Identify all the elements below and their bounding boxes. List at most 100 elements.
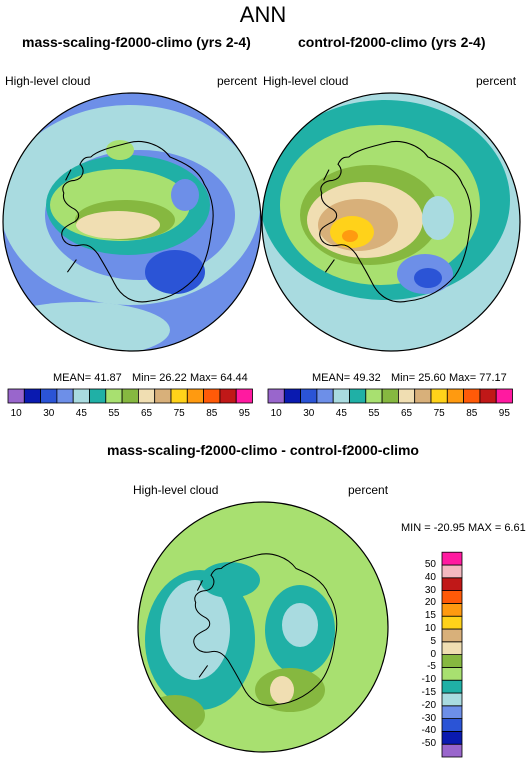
panel-2-colorbar bbox=[267, 388, 513, 404]
diff-colorbar-swatch bbox=[441, 564, 463, 579]
panel-1-colorbar-tick-label: 65 bbox=[140, 408, 153, 419]
diff-colorbar-swatch bbox=[441, 731, 463, 745]
panel-1-colorbar-swatch bbox=[40, 388, 58, 404]
diff-map bbox=[137, 501, 389, 753]
panel-2-min: Min= 25.60 bbox=[391, 372, 446, 384]
panel-1-variable-label: High-level cloud bbox=[5, 74, 91, 88]
panel-2-colorbar-swatch bbox=[463, 388, 481, 404]
diff-colorbar-swatch bbox=[441, 705, 463, 719]
diff-colorbar-tick-label: -10 bbox=[421, 674, 436, 686]
panel-1-map-border bbox=[2, 92, 262, 352]
diff-colorbar-tick-label: -5 bbox=[427, 661, 436, 673]
panel-1-max: Max= 64.44 bbox=[190, 372, 248, 384]
diff-title: mass-scaling-f2000-climo - control-f2000… bbox=[107, 442, 419, 458]
panel-2-colorbar-swatch bbox=[414, 388, 432, 404]
diff-colorbar-swatch bbox=[441, 654, 463, 668]
diff-colorbar-swatch bbox=[441, 603, 463, 617]
panel-1-colorbar-swatch bbox=[170, 388, 188, 404]
panel-2-colorbar-swatch bbox=[316, 388, 334, 404]
panel-2-colorbar-swatch bbox=[300, 388, 318, 404]
panel-1-colorbar-swatch bbox=[235, 388, 253, 404]
diff-map-border bbox=[137, 501, 389, 753]
panel-2-colorbar-tick-label: 65 bbox=[400, 408, 413, 419]
panel-2-colorbar-swatch bbox=[446, 388, 464, 404]
panel-2-colorbar-swatch bbox=[397, 388, 416, 404]
diff-units-label: percent bbox=[348, 483, 389, 497]
panel-1-colorbar-tick-label: 10 bbox=[10, 408, 22, 419]
panel-1-colorbar-swatch bbox=[72, 388, 90, 404]
panel-2-units-label: percent bbox=[476, 74, 517, 88]
panel-2-colorbar-swatch bbox=[332, 388, 350, 404]
diff-colorbar-swatch bbox=[441, 692, 463, 707]
panel-2-colorbar-swatch bbox=[267, 388, 285, 404]
panel-1-colorbar-swatch bbox=[219, 388, 237, 404]
panel-2-colorbar-tick-label: 10 bbox=[270, 408, 282, 419]
diff-colorbar-tick-label: -15 bbox=[421, 687, 436, 698]
diff-minmax: MIN = -20.95 MAX = 6.61 bbox=[401, 522, 526, 534]
panel-1-colorbar-swatch bbox=[105, 388, 123, 404]
panel-1-colorbar-swatch bbox=[23, 388, 41, 404]
panel-2-colorbar-tick-label: 30 bbox=[303, 408, 315, 419]
panel-1-mean: MEAN= 41.87 bbox=[53, 372, 122, 384]
panel-1-colorbar-tick-label: 55 bbox=[108, 408, 120, 419]
panel-2-colorbar-tick-label: 95 bbox=[498, 408, 510, 419]
diff-colorbar-tick-label: -40 bbox=[421, 725, 436, 737]
panel-1-field-65 bbox=[76, 211, 160, 239]
panel-1-colorbar-swatch bbox=[121, 388, 139, 404]
panel-1-min: Min= 26.22 bbox=[132, 372, 187, 384]
diff-colorbar-swatch bbox=[441, 577, 463, 591]
diff-colorbar-tick-label: 0 bbox=[430, 648, 436, 660]
panel-2-colorbar-tick-label: 85 bbox=[466, 408, 478, 419]
panel-2-colorbar-swatch bbox=[381, 388, 399, 404]
diff-colorbar-tick-label: -30 bbox=[421, 712, 436, 724]
panel-2-colorbar-swatch bbox=[479, 388, 497, 404]
diff-colorbar-tick-label: -20 bbox=[421, 699, 436, 711]
diff-colorbar-tick-label: -50 bbox=[421, 738, 436, 750]
diff-colorbar-tick-label: 30 bbox=[424, 584, 436, 596]
diff-colorbar-tick-label: 5 bbox=[430, 635, 436, 647]
panel-2-colorbar-swatch bbox=[430, 388, 448, 404]
diff-colorbar-swatch bbox=[441, 718, 463, 732]
main-title: ANN bbox=[239, 2, 287, 27]
diff-colorbar-swatch bbox=[441, 615, 463, 630]
panel-1-colorbar-tick-label: 85 bbox=[206, 408, 218, 419]
diff-colorbar-swatch bbox=[441, 641, 463, 655]
panel-2-colorbar-swatch bbox=[495, 388, 513, 404]
panel-2-title: control-f2000-climo (yrs 2-4) bbox=[298, 34, 486, 50]
diff-colorbar-tick-label: 10 bbox=[424, 623, 436, 634]
panel-2-colorbar-tick-label: 55 bbox=[368, 408, 380, 419]
panel-2-colorbar-swatch bbox=[365, 388, 383, 404]
panel-2-colorbar-swatch bbox=[349, 388, 367, 404]
diff-colorbar bbox=[441, 551, 463, 758]
diff-colorbar-tick-label: 50 bbox=[424, 559, 436, 570]
panel-1-colorbar-swatch bbox=[203, 388, 221, 404]
panel-1-colorbar-tick-label: 30 bbox=[43, 408, 55, 419]
panel-1-colorbar-swatch bbox=[7, 388, 25, 404]
diff-variable-label: High-level cloud bbox=[133, 483, 219, 497]
panel-1-colorbar bbox=[7, 388, 253, 404]
diff-colorbar-swatch bbox=[441, 628, 463, 643]
diff-colorbar-tick-label: 40 bbox=[424, 571, 436, 583]
panel-1-colorbar-tick-label: 45 bbox=[75, 408, 87, 419]
panel-1-colorbar-swatch bbox=[154, 388, 172, 404]
panel-2-map bbox=[261, 92, 521, 352]
panel-1-colorbar-swatch bbox=[89, 388, 107, 404]
panel-1-colorbar-tick-label: 75 bbox=[173, 408, 185, 419]
panel-1-colorbar-swatch bbox=[186, 388, 205, 404]
panel-1-title: mass-scaling-f2000-climo (yrs 2-4) bbox=[22, 34, 251, 50]
panel-1-units-label: percent bbox=[217, 74, 258, 88]
panel-1-map bbox=[2, 92, 262, 352]
panel-2-colorbar-swatch bbox=[283, 388, 301, 404]
panel-2-colorbar-tick-label: 75 bbox=[433, 408, 445, 419]
panel-2-colorbar-tick-label: 45 bbox=[335, 408, 347, 419]
panel-2-max: Max= 77.17 bbox=[449, 372, 507, 384]
diff-colorbar-swatch bbox=[441, 590, 463, 604]
diff-colorbar-swatch bbox=[441, 551, 463, 566]
diff-colorbar-tick-label: 15 bbox=[424, 610, 436, 622]
panel-2-map-border bbox=[261, 92, 521, 352]
panel-2-variable-label: High-level cloud bbox=[263, 74, 349, 88]
diff-colorbar-tick-label: 20 bbox=[424, 597, 436, 609]
panel-2-mean: MEAN= 49.32 bbox=[312, 372, 381, 384]
